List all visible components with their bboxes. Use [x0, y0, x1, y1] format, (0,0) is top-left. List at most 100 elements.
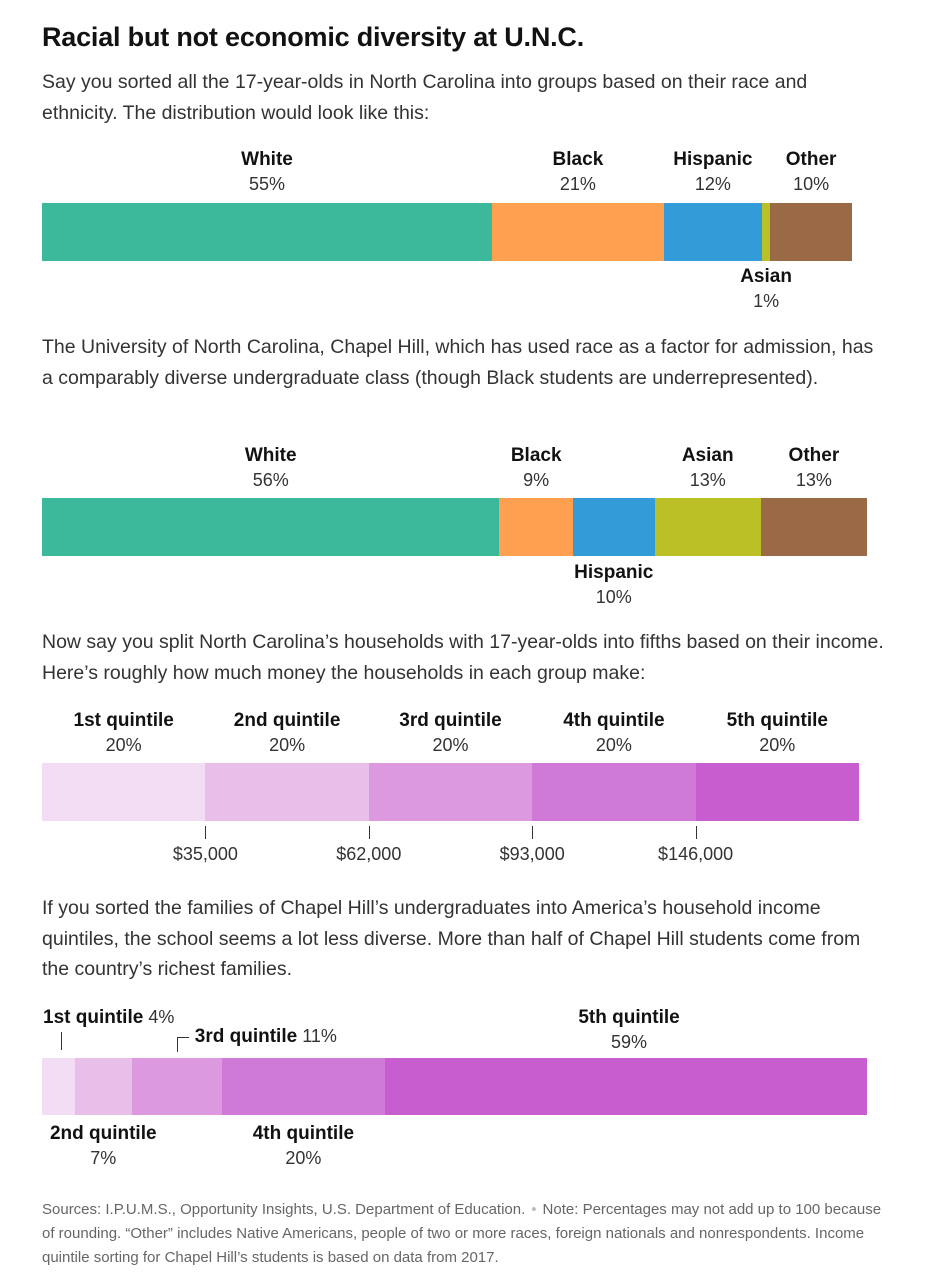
stacked-bar-income-unc: [42, 1058, 868, 1115]
intro-paragraph-income-unc: If you sorted the families of Chapel Hil…: [42, 897, 861, 980]
separator-dot: •: [531, 1201, 537, 1218]
value-label: 56%: [252, 470, 289, 490]
segment-hispanic: [572, 498, 656, 556]
boundary-label-1: $35,000: [172, 844, 238, 864]
value-label: 9%: [523, 470, 550, 490]
income-nc-label-5th-quintile: 5th quintile 20%: [727, 709, 828, 757]
value-label: 20%: [105, 735, 142, 755]
segment-black: [499, 498, 574, 556]
value-label: 13%: [689, 470, 726, 490]
race-nc-label-asian: Asian 1%: [740, 265, 792, 313]
value-label: 20%: [285, 1148, 322, 1168]
chart-title: Racial but not economic diversity at U.N…: [42, 22, 585, 52]
income-unc-label-4th-quintile: 4th quintile 20%: [253, 1122, 354, 1170]
race-unc-label-other: Other 13%: [789, 444, 840, 492]
segment-black: [492, 203, 665, 261]
segment-4th-quintile: [221, 1058, 386, 1115]
income-nc-label-1st-quintile: 1st quintile 20%: [74, 709, 174, 757]
segment-3rd-quintile: [131, 1058, 223, 1115]
boundary-tick: [368, 826, 370, 839]
race-nc-label-other: Other 10%: [786, 148, 837, 196]
category-name: 3rd quintile: [194, 1026, 298, 1047]
segment-asian: [762, 203, 771, 261]
segment-other: [770, 203, 853, 261]
race-unc-label-hispanic: Hispanic 10%: [574, 561, 653, 609]
segment-3rd-quintile: [368, 763, 533, 821]
segment-1st-quintile: [42, 1058, 76, 1115]
segment-white: [42, 203, 493, 261]
segment-white: [42, 498, 500, 556]
income-nc-label-2nd-quintile: 2nd quintile 20%: [234, 709, 341, 757]
value-label: 20%: [595, 735, 632, 755]
intro-paragraph-race-unc: The University of North Carolina, Chapel…: [42, 336, 874, 389]
category-name: Black: [552, 149, 604, 170]
category-name: Asian: [681, 445, 734, 466]
category-name: White: [244, 445, 297, 466]
category-name: 5th quintile: [726, 710, 828, 731]
boundary-tick: [205, 826, 207, 839]
leader-line: [61, 1032, 63, 1050]
leader-line: [176, 1037, 189, 1038]
segment-2nd-quintile: [74, 1058, 133, 1115]
boundary-label-4: $146,000: [658, 844, 734, 864]
segment-2nd-quintile: [205, 763, 370, 821]
segment-other: [760, 498, 868, 556]
category-name: 1st quintile: [43, 1007, 144, 1028]
category-name: 2nd quintile: [233, 710, 341, 731]
value-label: 10%: [595, 587, 632, 607]
race-unc-label-white: White 56%: [245, 444, 297, 492]
category-name: Hispanic: [673, 149, 753, 170]
value-label: 55%: [248, 174, 286, 194]
category-name: Other: [785, 149, 837, 170]
race-nc-label-white: White 55%: [241, 148, 293, 196]
category-name: White: [241, 149, 293, 170]
race-unc-label-black: Black 9%: [511, 444, 562, 492]
note-text: Note: Percentages may not add up to 100 …: [42, 1201, 882, 1266]
value-label: 1%: [753, 291, 780, 311]
stacked-bar-race-nc: [42, 203, 853, 261]
category-name: Hispanic: [574, 562, 654, 583]
value-label: 20%: [759, 735, 796, 755]
leader-line: [176, 1037, 178, 1052]
segment-5th-quintile: [695, 763, 860, 821]
boundary-tick: [532, 826, 534, 839]
category-name: 4th quintile: [252, 1123, 355, 1144]
stacked-bar-race-unc: [42, 498, 868, 556]
value-label: 12%: [694, 174, 731, 194]
income-nc-label-4th-quintile: 4th quintile 20%: [563, 709, 664, 757]
value-label: 20%: [432, 735, 469, 755]
source-note: Sources: I.P.U.M.S., Opportunity Insight…: [42, 1198, 882, 1270]
category-name: 3rd quintile: [399, 710, 502, 731]
segment-hispanic: [663, 203, 763, 261]
category-name: Asian: [740, 266, 792, 287]
segment-5th-quintile: [385, 1058, 868, 1115]
stacked-bar-income-nc: [42, 763, 860, 821]
category-name: 4th quintile: [563, 710, 665, 731]
category-name: Black: [510, 445, 562, 466]
boundary-tick: [695, 826, 697, 839]
value-label: 13%: [795, 470, 832, 490]
income-unc-label-3rd-quintile: 3rd quintile 11%: [195, 1026, 337, 1048]
race-unc-label-asian: Asian 13%: [682, 444, 734, 492]
value-label: 4%: [148, 1007, 175, 1027]
category-name: 5th quintile: [578, 1007, 680, 1028]
category-name: 1st quintile: [73, 710, 174, 731]
boundary-label-3: $93,000: [499, 844, 565, 864]
value-label: 20%: [269, 735, 306, 755]
value-label: 7%: [90, 1148, 117, 1168]
race-nc-label-hispanic: Hispanic 12%: [673, 148, 752, 196]
value-label: 59%: [611, 1032, 648, 1052]
intro-paragraph-race-nc: Say you sorted all the 17-year-olds in N…: [42, 71, 808, 124]
segment-4th-quintile: [532, 763, 697, 821]
value-label: 10%: [793, 174, 830, 194]
segment-asian: [654, 498, 762, 556]
income-unc-label-1st-quintile: 1st quintile 4%: [43, 1007, 174, 1029]
income-unc-label-2nd-quintile: 2nd quintile 7%: [50, 1122, 157, 1170]
category-name: Other: [788, 445, 840, 466]
sources-text: Sources: I.P.U.M.S., Opportunity Insight…: [42, 1201, 526, 1218]
income-nc-label-3rd-quintile: 3rd quintile 20%: [399, 709, 501, 757]
boundary-label-2: $62,000: [336, 844, 402, 864]
category-name: 2nd quintile: [49, 1123, 157, 1144]
income-unc-label-5th-quintile: 5th quintile 59%: [578, 1006, 679, 1054]
segment-1st-quintile: [42, 763, 206, 821]
